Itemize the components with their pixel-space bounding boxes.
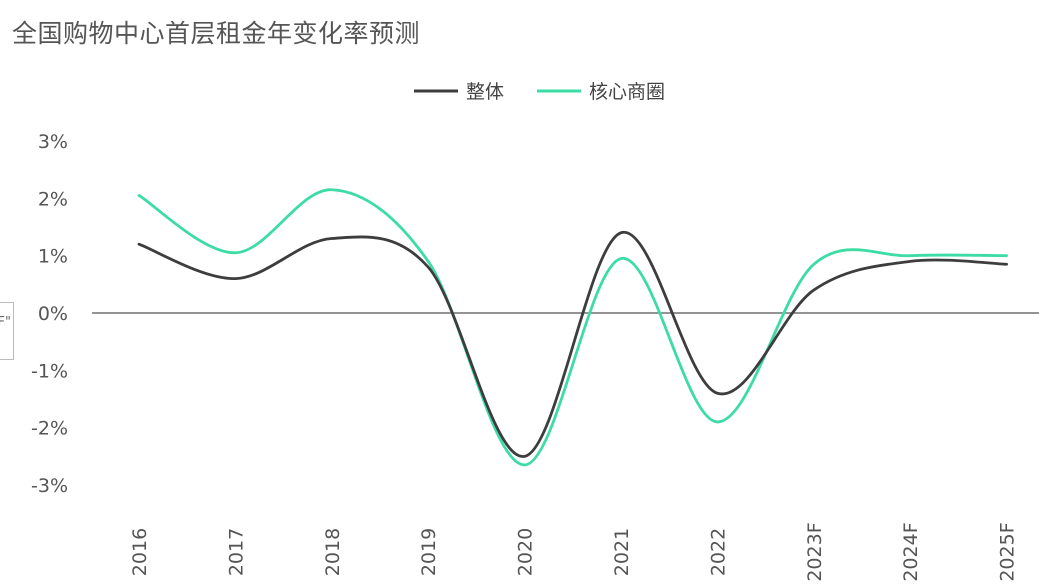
x-tick-label: 2017 [225, 528, 247, 576]
y-tick-label: -2% [31, 418, 68, 440]
y-axis: 3% 2% 1% 0% -1% -2% -3% [31, 131, 68, 497]
series-group [137, 188, 1008, 467]
x-tick-label: 2019 [418, 528, 440, 576]
series-line-core-district [137, 188, 1008, 467]
x-tick-label: 2021 [611, 528, 633, 576]
legend-label: 整体 [466, 81, 504, 103]
x-tick-label: 2022 [707, 528, 729, 576]
y-tick-label: -3% [31, 475, 68, 497]
y-tick-label: 2% [38, 188, 68, 210]
x-axis: 2016 2017 2018 2019 2020 2021 2022 2023F 2024F 20… [129, 522, 1019, 581]
x-tick-label: 2023F [804, 522, 826, 581]
x-tick-label: 2018 [322, 528, 344, 576]
y-tick-label: 1% [38, 246, 68, 268]
y-tick-label: -1% [31, 360, 68, 382]
x-tick-label: 2016 [129, 528, 151, 576]
side-tab-fragment: F" [0, 302, 14, 360]
legend-label: 核心商圈 [589, 81, 665, 103]
series-line-overall [137, 231, 1008, 458]
chart-title: 全国购物中心首层租金年变化率预测 [12, 19, 421, 48]
x-tick-label: 2020 [515, 528, 537, 576]
x-tick-label: 2024F [900, 522, 922, 581]
y-tick-label: 0% [38, 303, 68, 325]
x-tick-label: 2025F [997, 522, 1019, 581]
chart-legend: 整体 核心商圈 [414, 81, 665, 103]
y-tick-label: 3% [38, 131, 68, 153]
